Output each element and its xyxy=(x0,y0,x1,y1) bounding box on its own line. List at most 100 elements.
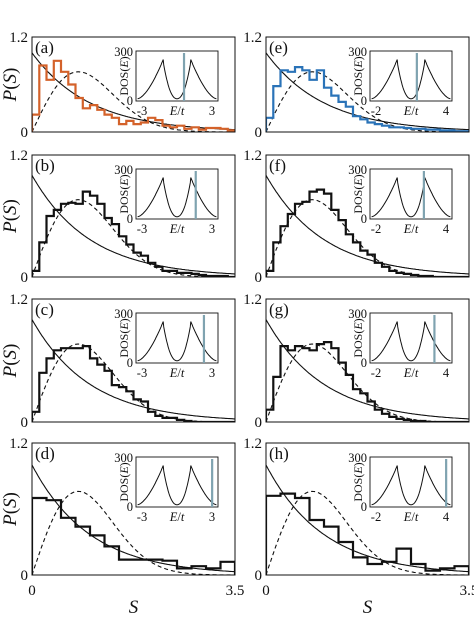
inset-y-tick-label: 300 xyxy=(348,45,367,59)
y-tick-label-top: 1.2 xyxy=(9,436,28,452)
inset-frame xyxy=(135,456,219,508)
histogram xyxy=(32,496,235,575)
x-tick-label: 0 xyxy=(28,583,36,599)
y-tick-label-bottom: 0 xyxy=(255,270,263,286)
plot-frame xyxy=(265,154,470,278)
panel-d: 1.2 0 P(S) 0 3.5 S (d) 300 0 -3 E/t 3 DOS(E) xyxy=(0,436,244,618)
histogram xyxy=(266,66,469,132)
y-tick-label-bottom: 0 xyxy=(21,568,29,584)
panel-label: (c) xyxy=(35,300,54,319)
y-tick-label-top: 1.2 xyxy=(9,30,28,46)
histogram xyxy=(32,345,235,422)
dos-curve xyxy=(371,321,451,362)
inset-x-tick-label: 4 xyxy=(443,510,450,524)
y-tick-label-bottom: 0 xyxy=(21,415,29,431)
inset-y-axis-label: DOS(E) xyxy=(117,318,131,357)
poisson-curve xyxy=(266,464,469,573)
histogram xyxy=(32,59,235,132)
inset-x-tick-label: 3 xyxy=(209,366,215,380)
inset-dos: 300 0 -2 E/t 4 DOS(E) xyxy=(348,163,453,236)
inset-x-tick-label: -3 xyxy=(137,222,147,236)
panel-g: 1.2 0 (g) 300 0 -2 E/t 4 DOS(E) xyxy=(243,292,470,431)
inset-x-tick-label: -2 xyxy=(371,222,381,236)
panel-a: 1.2 0 P(S) (a) 300 0 -3 E/t 3 DOS(E) xyxy=(0,30,236,141)
inset-frame xyxy=(369,312,453,364)
panel-label: (g) xyxy=(269,300,289,319)
panel-f: 1.2 0 (f) 300 0 -2 E/t 4 DOS(E) xyxy=(243,148,470,286)
dos-curve xyxy=(371,177,451,218)
inset-dos: 300 0 -3 E/t 3 DOS(E) xyxy=(114,307,219,380)
inset-y-tick-label: 0 xyxy=(127,500,133,514)
inset-frame xyxy=(369,168,453,220)
poisson-curve xyxy=(32,52,235,131)
inset-frame xyxy=(369,456,453,508)
panel-label: (a) xyxy=(35,38,54,57)
panel-label: (e) xyxy=(269,38,288,57)
inset-frame xyxy=(369,50,453,102)
histogram xyxy=(32,190,235,277)
histogram xyxy=(266,188,469,277)
inset-x-axis-label: E/t xyxy=(403,222,419,236)
inset-x-axis-label: E/t xyxy=(169,104,185,118)
inset-dos: 300 0 -2 E/t 4 DOS(E) xyxy=(348,451,453,524)
inset-frame xyxy=(135,312,219,364)
x-axis-label: S xyxy=(363,597,373,618)
inset-y-tick-label: 0 xyxy=(361,356,367,370)
panel-label: (d) xyxy=(35,444,55,463)
inset-x-axis-label: E/t xyxy=(169,222,185,236)
plot-frame xyxy=(31,36,236,133)
y-tick-label-bottom: 0 xyxy=(255,415,263,431)
inset-x-tick-label: -2 xyxy=(371,104,381,118)
inset-frame xyxy=(135,50,219,102)
inset-y-tick-label: 0 xyxy=(127,356,133,370)
poisson-curve xyxy=(32,319,235,420)
histogram xyxy=(266,492,469,575)
inset-y-axis-label: DOS(E) xyxy=(117,462,131,501)
inset-x-tick-label: -2 xyxy=(371,510,381,524)
y-axis-label: P(S) xyxy=(0,344,21,379)
inset-x-tick-label: 4 xyxy=(443,222,450,236)
inset-dos: 300 0 -2 E/t 4 DOS(E) xyxy=(348,307,453,380)
inset-x-tick-label: -3 xyxy=(137,104,147,118)
y-tick-label-bottom: 0 xyxy=(21,125,29,141)
y-axis-label: P(S) xyxy=(0,492,21,527)
y-tick-label-top: 1.2 xyxy=(9,292,28,308)
plot-frame xyxy=(265,442,470,576)
dos-curve xyxy=(137,465,217,506)
inset-y-tick-label: 300 xyxy=(348,163,367,177)
poisson-curve xyxy=(32,175,235,275)
inset-dos: 300 0 -3 E/t 3 DOS(E) xyxy=(114,45,219,118)
inset-y-tick-label: 300 xyxy=(348,307,367,321)
dos-curve xyxy=(371,59,451,100)
y-tick-label-top: 1.2 xyxy=(243,292,262,308)
plot-frame xyxy=(31,298,236,423)
inset-y-axis-label: DOS(E) xyxy=(117,174,131,213)
y-tick-label-bottom: 0 xyxy=(255,125,263,141)
poisson-curve xyxy=(266,175,469,275)
poisson-curve xyxy=(266,52,469,131)
inset-y-axis-label: DOS(E) xyxy=(351,174,365,213)
inset-x-tick-label: -2 xyxy=(371,366,381,380)
y-tick-label-bottom: 0 xyxy=(21,270,29,286)
inset-y-tick-label: 0 xyxy=(361,94,367,108)
inset-y-tick-label: 0 xyxy=(361,500,367,514)
dos-curve xyxy=(137,177,217,218)
panel-label: (b) xyxy=(35,156,55,175)
inset-x-axis-label: E/t xyxy=(403,366,419,380)
inset-x-axis-label: E/t xyxy=(403,104,419,118)
histogram xyxy=(266,341,469,422)
inset-x-axis-label: E/t xyxy=(403,510,419,524)
x-axis-label: S xyxy=(129,597,139,618)
inset-y-tick-label: 300 xyxy=(114,307,133,321)
inset-y-tick-label: 0 xyxy=(361,212,367,226)
x-tick-label: 0 xyxy=(262,583,270,599)
panel-label: (h) xyxy=(269,444,289,463)
inset-x-tick-label: -3 xyxy=(137,366,147,380)
inset-y-axis-label: DOS(E) xyxy=(117,56,131,95)
inset-y-axis-label: DOS(E) xyxy=(351,462,365,501)
inset-y-axis-label: DOS(E) xyxy=(351,318,365,357)
plot-frame xyxy=(265,36,470,133)
y-tick-label-top: 1.2 xyxy=(9,148,28,164)
plot-frame xyxy=(31,442,236,576)
